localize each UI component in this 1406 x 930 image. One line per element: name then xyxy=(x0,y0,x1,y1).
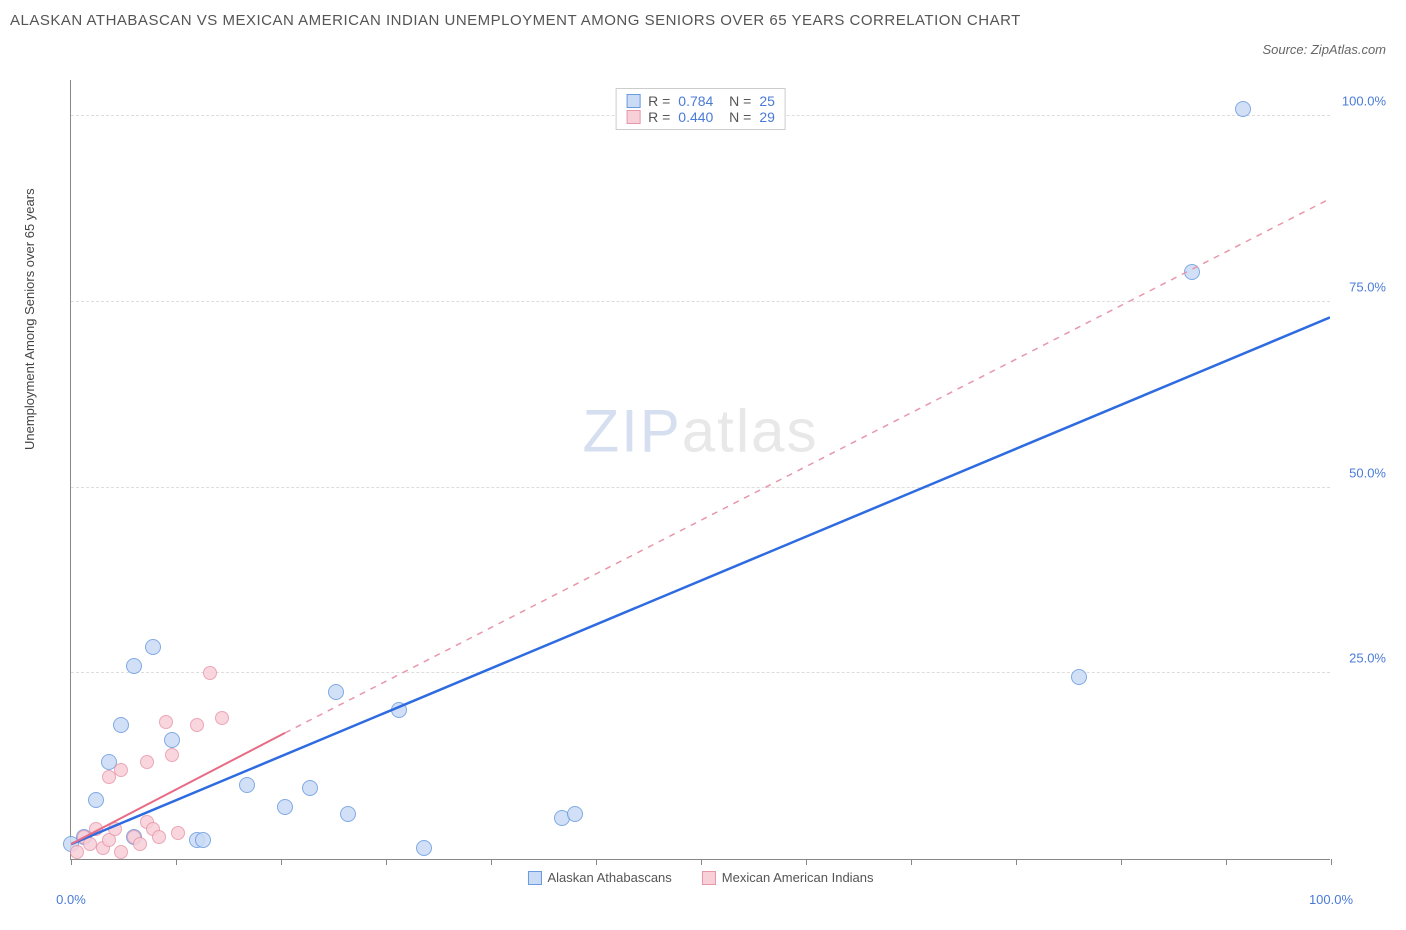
y-tick-label: 25.0% xyxy=(1349,651,1386,666)
gridline xyxy=(71,672,1330,673)
correlation-legend: R = 0.784 N = 25 R = 0.440 N = 29 xyxy=(615,88,786,130)
scatter-point xyxy=(114,763,128,777)
scatter-point xyxy=(165,748,179,762)
trend-lines-layer xyxy=(71,80,1330,859)
legend-item: Alaskan Athabascans xyxy=(527,870,671,885)
legend-swatch xyxy=(626,110,640,124)
legend-n-label: N = xyxy=(721,93,751,109)
scatter-point xyxy=(328,684,344,700)
source-attribution: Source: ZipAtlas.com xyxy=(1262,42,1386,57)
y-tick-label: 50.0% xyxy=(1349,465,1386,480)
scatter-point xyxy=(126,658,142,674)
scatter-point xyxy=(391,702,407,718)
scatter-point xyxy=(133,837,147,851)
scatter-point xyxy=(113,717,129,733)
scatter-point xyxy=(302,780,318,796)
watermark-zip: ZIP xyxy=(582,397,681,464)
legend-label: Alaskan Athabascans xyxy=(547,870,671,885)
scatter-point xyxy=(114,845,128,859)
legend-swatch xyxy=(702,871,716,885)
scatter-point xyxy=(277,799,293,815)
scatter-point xyxy=(190,718,204,732)
x-tick xyxy=(1331,859,1332,865)
scatter-point xyxy=(239,777,255,793)
scatter-point xyxy=(88,792,104,808)
legend-r-value: 0.440 xyxy=(678,109,713,125)
x-tick-label: 100.0% xyxy=(1309,892,1353,907)
x-tick xyxy=(1226,859,1227,865)
y-tick-label: 100.0% xyxy=(1342,94,1386,109)
x-tick xyxy=(911,859,912,865)
scatter-point xyxy=(567,806,583,822)
scatter-point xyxy=(140,755,154,769)
x-tick xyxy=(701,859,702,865)
scatter-point xyxy=(195,832,211,848)
legend-r-label: R = xyxy=(648,109,670,125)
x-tick xyxy=(1016,859,1017,865)
scatter-point xyxy=(108,822,122,836)
y-tick-label: 75.0% xyxy=(1349,279,1386,294)
scatter-point xyxy=(215,711,229,725)
legend-item: Mexican American Indians xyxy=(702,870,874,885)
legend-label: Mexican American Indians xyxy=(722,870,874,885)
x-tick xyxy=(491,859,492,865)
scatter-point xyxy=(70,845,84,859)
gridline xyxy=(71,301,1330,302)
legend-n-value: 25 xyxy=(759,93,775,109)
legend-n-label: N = xyxy=(721,109,751,125)
watermark: ZIPatlas xyxy=(582,396,818,465)
legend-swatch xyxy=(626,94,640,108)
scatter-point xyxy=(1184,264,1200,280)
scatter-point xyxy=(1235,101,1251,117)
scatter-point xyxy=(203,666,217,680)
legend-r-label: R = xyxy=(648,93,670,109)
x-tick xyxy=(176,859,177,865)
plot-area: ZIPatlas R =0.784 N =25R =0.440 N =29 Al… xyxy=(70,80,1330,860)
x-tick xyxy=(1121,859,1122,865)
legend-r-value: 0.784 xyxy=(678,93,713,109)
series-legend: Alaskan Athabascans Mexican American Indi… xyxy=(527,870,873,885)
watermark-atlas: atlas xyxy=(682,397,819,464)
legend-n-value: 29 xyxy=(759,109,775,125)
scatter-point xyxy=(1071,669,1087,685)
x-tick-label: 0.0% xyxy=(56,892,86,907)
scatter-point xyxy=(164,732,180,748)
scatter-point xyxy=(171,826,185,840)
scatter-point xyxy=(145,639,161,655)
x-tick xyxy=(386,859,387,865)
x-tick xyxy=(71,859,72,865)
y-axis-label: Unemployment Among Seniors over 65 years xyxy=(22,188,37,450)
legend-swatch xyxy=(527,871,541,885)
correlation-legend-row: R = 0.440 N = 29 xyxy=(626,109,775,125)
x-tick xyxy=(281,859,282,865)
gridline xyxy=(71,487,1330,488)
x-tick xyxy=(596,859,597,865)
scatter-point xyxy=(159,715,173,729)
scatter-point xyxy=(102,770,116,784)
scatter-point xyxy=(89,822,103,836)
chart-container: ALASKAN ATHABASCAN VS MEXICAN AMERICAN I… xyxy=(10,10,1396,920)
scatter-point xyxy=(340,806,356,822)
chart-title: ALASKAN ATHABASCAN VS MEXICAN AMERICAN I… xyxy=(10,10,1110,33)
scatter-point xyxy=(152,830,166,844)
correlation-legend-row: R = 0.784 N = 25 xyxy=(626,93,775,109)
scatter-point xyxy=(416,840,432,856)
x-tick xyxy=(806,859,807,865)
